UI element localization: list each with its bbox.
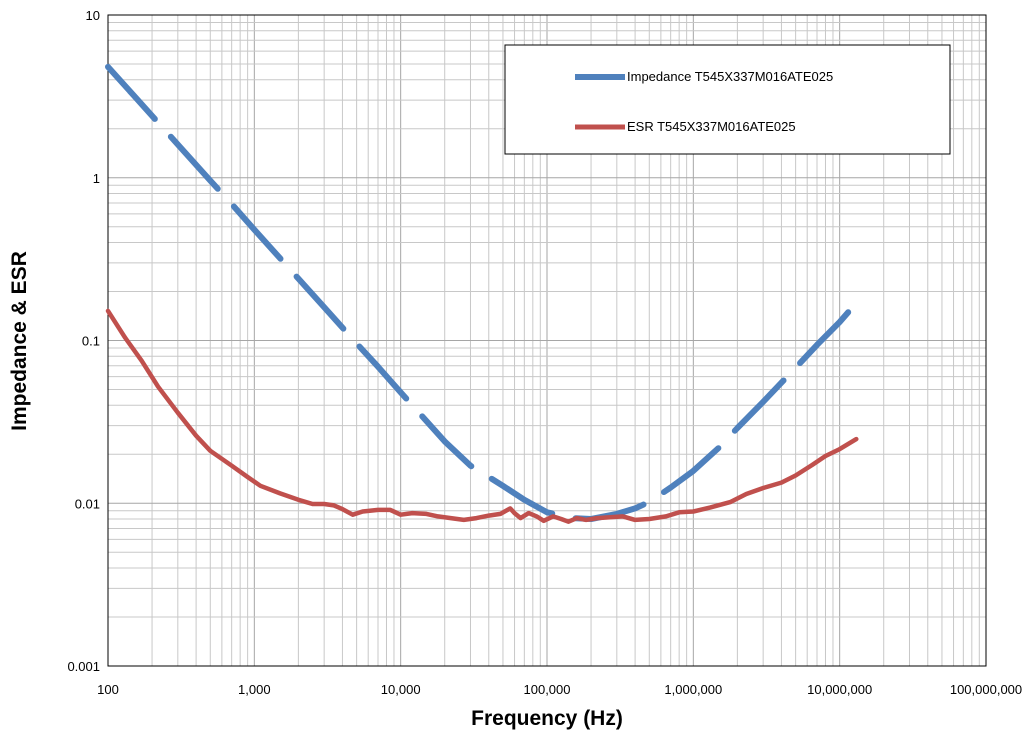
plot-area-border [107,14,987,667]
plot-grid [107,15,986,667]
legend-label-esr: ESR T545X337M016ATE025 [627,119,796,134]
y-tick-label: 0.1 [82,334,100,349]
x-tick-label: 100,000 [524,682,571,697]
y-tick-label: 10 [86,8,100,23]
x-axis-title: Frequency (Hz) [471,707,623,730]
series-line-impedance [105,63,860,522]
y-tick-label: 0.01 [75,496,100,511]
series-layer [105,63,860,524]
x-tick-label: 100,000,000 [950,682,1022,697]
x-tick-label: 10,000 [381,682,421,697]
series-line-esr [105,308,859,524]
y-axis-ticks: 0.001 0.01 0.1 1 10 [67,8,100,674]
y-axis-title: Impedance & ESR [8,251,31,431]
legend: Impedance T545X337M016ATE025 ESR T545X33… [504,44,951,155]
legend-label-impedance: Impedance T545X337M016ATE025 [627,69,833,84]
legend-box [504,44,951,155]
x-tick-label: 10,000,000 [807,682,872,697]
x-tick-label: 1,000,000 [664,682,722,697]
y-tick-label: 0.001 [67,659,100,674]
x-axis-ticks: 100 1,000 10,000 100,000 1,000,000 10,000,000… [97,682,1022,697]
y-tick-label: 1 [93,171,100,186]
x-tick-label: 100 [97,682,119,697]
x-tick-label: 1,000 [238,682,271,697]
